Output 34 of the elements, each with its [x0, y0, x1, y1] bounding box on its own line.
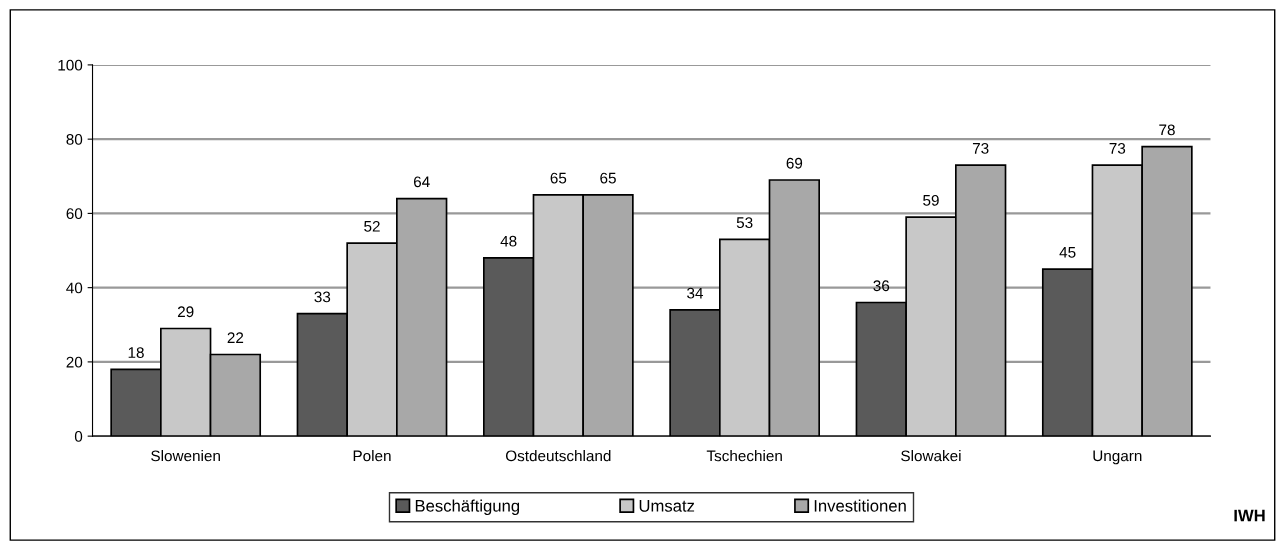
data-label: 73: [1109, 142, 1126, 154]
y-tick-label: 80: [66, 134, 83, 145]
data-label: 69: [786, 157, 803, 169]
data-label: 45: [1059, 247, 1076, 258]
y-tick-label: 60: [66, 208, 83, 220]
legend-label: Beschäftigung: [415, 499, 520, 516]
data-label: 65: [550, 172, 567, 184]
data-label: 22: [227, 332, 244, 343]
y-tick-label: 0: [74, 431, 83, 442]
y-tick-label: 20: [66, 356, 83, 368]
y-tick-label: 100: [58, 59, 83, 71]
x-tick-label: Slowenien: [151, 450, 220, 462]
data-label: 34: [687, 287, 704, 299]
text: IWH: [1234, 509, 1265, 522]
data-label: 73: [972, 142, 989, 154]
x-tick-label: Slowakei: [901, 450, 961, 462]
data-label: 36: [873, 280, 890, 292]
legend-label: Umsatz: [639, 500, 695, 512]
legend-label: Investitionen: [814, 499, 906, 512]
data-label: 33: [314, 291, 331, 303]
data-label: 18: [128, 347, 144, 358]
data-label: 29: [177, 306, 194, 318]
x-tick-label: Tschechien: [706, 450, 782, 462]
data-label: 65: [600, 172, 616, 184]
data-label: 48: [500, 235, 517, 247]
data-label: 64: [413, 176, 430, 188]
x-tick-label: Polen: [353, 450, 391, 462]
x-tick-label: Ungarn: [1093, 450, 1142, 465]
data-label: 59: [923, 194, 939, 206]
data-label: 52: [364, 220, 380, 232]
data-label: 53: [736, 217, 753, 229]
y-tick-label: 40: [66, 282, 83, 294]
x-tick-label: Ostdeutschland: [505, 450, 611, 462]
data-label: 78: [1159, 124, 1175, 136]
